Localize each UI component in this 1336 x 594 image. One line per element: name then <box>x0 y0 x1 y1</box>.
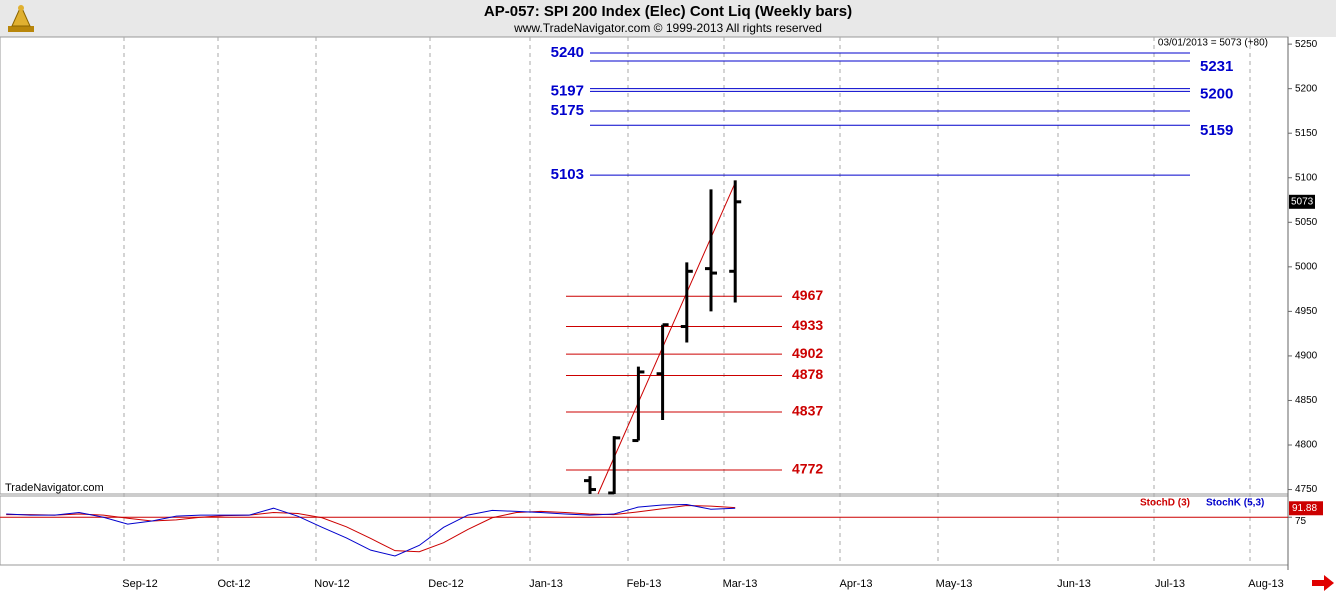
stoch-line <box>6 503 736 557</box>
support-label: 4933 <box>792 317 823 333</box>
legend-entry: StochK (5,3) <box>1206 498 1264 509</box>
support-label: 4772 <box>792 461 823 477</box>
resistance-label: 5240 <box>551 44 584 61</box>
chart-subtitle: www.TradeNavigator.com © 1999-2013 All r… <box>513 21 822 35</box>
support-label: 4902 <box>792 345 823 361</box>
x-tick-label: Sep-12 <box>122 578 157 590</box>
x-tick-label: Jan-13 <box>529 578 563 590</box>
trendline <box>597 180 737 495</box>
x-tick-label: Nov-12 <box>314 578 349 590</box>
resistance-label: 5159 <box>1200 122 1233 139</box>
y-tick-label: 5250 <box>1295 39 1318 50</box>
y-tick-label: 75 <box>1295 516 1307 527</box>
scroll-arrow[interactable] <box>1312 575 1334 591</box>
header-bar <box>0 0 1336 37</box>
x-tick-label: May-13 <box>936 578 973 590</box>
y-tick-label: 5150 <box>1295 128 1318 139</box>
chart-title: AP-057: SPI 200 Index (Elec) Cont Liq (W… <box>484 3 852 20</box>
resistance-label: 5175 <box>551 102 584 119</box>
resistance-label: 5231 <box>1200 58 1233 75</box>
price-panel <box>0 36 1289 495</box>
legend-entry: StochD (3) <box>1140 498 1190 509</box>
info-label: 03/01/2013 = 5073 (+80) <box>1158 38 1268 49</box>
resistance-label: 5197 <box>551 82 584 99</box>
support-label: 4967 <box>792 287 823 303</box>
x-tick-label: Mar-13 <box>723 578 758 590</box>
last-price-label: 5073 <box>1291 196 1314 207</box>
y-tick-label: 5200 <box>1295 83 1318 94</box>
last-value-label: 91.88 <box>1292 503 1317 514</box>
y-tick-label: 5050 <box>1295 217 1318 228</box>
x-tick-label: Dec-12 <box>428 578 463 590</box>
y-tick-label: 4750 <box>1295 484 1318 495</box>
y-tick-label: 4850 <box>1295 395 1318 406</box>
last-value-box <box>1289 501 1323 516</box>
x-tick-label: Oct-12 <box>217 578 250 590</box>
resistance-label: 5200 <box>1200 86 1233 103</box>
watermark: TradeNavigator.com <box>5 482 104 494</box>
logo <box>8 4 34 32</box>
x-tick-label: Aug-13 <box>1248 578 1283 590</box>
last-price-box <box>1289 194 1315 209</box>
x-tick-label: Apr-13 <box>839 578 872 590</box>
x-tick-label: Jun-13 <box>1057 578 1091 590</box>
support-label: 4837 <box>792 403 823 419</box>
stoch-line <box>6 505 736 553</box>
y-tick-label: 4800 <box>1295 440 1318 451</box>
x-tick-label: Feb-13 <box>627 578 662 590</box>
support-label: 4878 <box>792 366 823 382</box>
x-tick-label: Jul-13 <box>1155 578 1185 590</box>
y-tick-label: 4950 <box>1295 306 1318 317</box>
y-tick-label: 5100 <box>1295 172 1318 183</box>
resistance-label: 5103 <box>551 166 584 183</box>
y-tick-label: 5000 <box>1295 261 1318 272</box>
y-tick-label: 4900 <box>1295 351 1318 362</box>
